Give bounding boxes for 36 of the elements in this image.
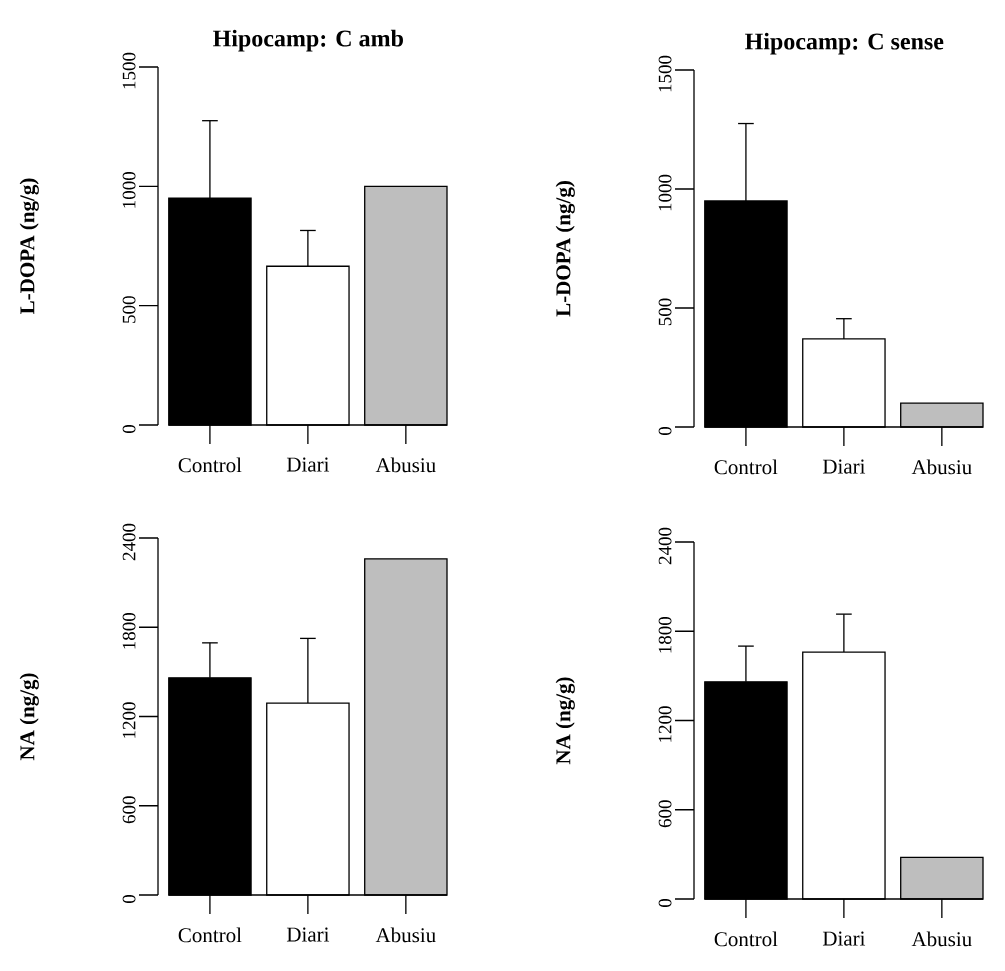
chart-title: Hipocamp: C amb <box>213 29 403 52</box>
x-tick-label: Abusiu <box>375 457 436 473</box>
y-axis-title: L-DOPA (ng/g) <box>19 178 39 314</box>
y-tick-label: 600 <box>122 796 136 824</box>
y-tick-label: 1200 <box>122 702 136 738</box>
y-tick-label: 0 <box>658 898 672 908</box>
y-tick-label: 1800 <box>122 612 136 649</box>
x-tick-label: Control <box>714 931 778 947</box>
y-axis-title: NA (ng/g) <box>19 673 39 761</box>
y-tick-label: 1000 <box>122 172 136 208</box>
x-tick-label: Abusiu <box>911 459 972 475</box>
x-tick-label: Control <box>714 459 778 475</box>
y-tick-label: 1000 <box>658 174 672 211</box>
y-tick-label: 1500 <box>658 55 672 92</box>
y-tick-label: 1800 <box>658 616 672 653</box>
y-axis-title: NA (ng/g) <box>555 677 575 765</box>
y-tick-label: 0 <box>122 894 136 904</box>
y-tick-label: 0 <box>122 424 136 434</box>
y-tick-label: 500 <box>658 298 672 326</box>
x-tick-label: Diari <box>822 931 866 946</box>
x-tick-label: Diari <box>822 459 866 474</box>
x-tick-label: Control <box>178 457 242 473</box>
y-axis-title: L-DOPA (ng/g) <box>555 181 575 317</box>
y-tick-label: 2400 <box>658 527 672 565</box>
y-tick-label: 0 <box>658 426 672 436</box>
y-tick-label: 600 <box>658 800 672 828</box>
y-tick-label: 1500 <box>122 52 136 89</box>
x-tick-label: Abusiu <box>911 931 972 947</box>
x-tick-label: Abusiu <box>375 927 436 943</box>
x-tick-label: Control <box>178 927 242 943</box>
x-tick-label: Diari <box>286 457 330 472</box>
y-tick-label: 1200 <box>658 706 672 742</box>
x-tick-label: Diari <box>286 927 330 942</box>
y-tick-label: 2400 <box>122 523 136 561</box>
chart-title: Hipocamp: C sense <box>745 32 944 55</box>
y-tick-label: 500 <box>122 296 136 323</box>
